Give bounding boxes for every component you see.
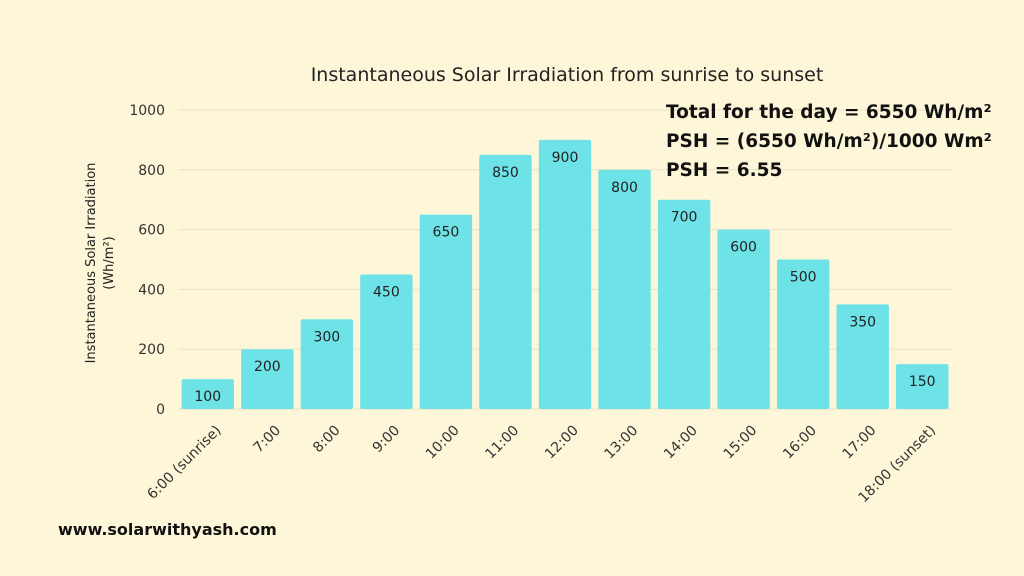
- bar-value-label: 150: [909, 374, 936, 390]
- bar: [776, 259, 830, 409]
- bar-value-label: 600: [730, 240, 757, 256]
- annotation-psh-formula-line: PSH = (6550 Wh/m²)/1000 Wm²: [666, 131, 992, 152]
- bar-value-label: 900: [552, 150, 579, 166]
- x-tick-label: 16:00: [780, 423, 820, 463]
- y-tick-label: 600: [138, 223, 165, 239]
- bar: [717, 229, 770, 409]
- y-axis-label-line-1: Instantaneous Solar Irradiation: [84, 163, 99, 364]
- x-tick-label: 11:00: [482, 423, 522, 463]
- x-tick-label: 9:00: [370, 423, 404, 457]
- bar-value-label: 850: [492, 165, 519, 181]
- bar-value-label: 350: [849, 314, 876, 330]
- y-tick-label: 400: [138, 282, 165, 298]
- x-tick-label: 6:00 (sunrise): [144, 423, 224, 503]
- bar: [181, 379, 234, 409]
- bar: [479, 154, 532, 409]
- y-tick-label: 200: [138, 342, 165, 358]
- x-tick-label: 7:00: [251, 423, 285, 457]
- y-tick-label: 1000: [129, 103, 165, 119]
- website-footer: www.solarwithyash.com: [58, 520, 277, 539]
- bar-value-label: 700: [671, 210, 698, 226]
- y-tick-label: 800: [138, 163, 165, 179]
- chart-title: Instantaneous Solar Irradiation from sun…: [311, 64, 824, 86]
- bar: [836, 304, 889, 409]
- annotation-total-line: Total for the day = 6550 Wh/m²: [666, 102, 992, 123]
- bar: [360, 274, 413, 409]
- bar-value-label: 100: [194, 389, 221, 405]
- bar-value-labels: 100 200 300 450 650 850 900 800 700 600 500 350 150: [194, 150, 935, 405]
- bar: [419, 214, 473, 409]
- bar: [657, 199, 711, 409]
- bar-value-label: 800: [611, 180, 638, 196]
- bar: [896, 364, 949, 409]
- x-tick-label: 14:00: [661, 423, 701, 463]
- bar: [598, 169, 651, 409]
- bar-value-label: 650: [433, 225, 460, 241]
- bar-value-label: 500: [790, 270, 817, 286]
- x-tick-label: 8:00: [310, 423, 344, 457]
- y-axis-label-line-2: (Wh/m²): [102, 236, 117, 290]
- bar: [538, 139, 592, 409]
- x-tick-label: 15:00: [721, 423, 761, 463]
- bar: [300, 319, 354, 409]
- x-tick-label: 12:00: [542, 423, 582, 463]
- y-axis-label: Instantaneous Solar Irradiation (Wh/m²): [84, 163, 117, 364]
- y-tick-label: 0: [156, 402, 165, 418]
- bar-value-label: 300: [313, 329, 340, 345]
- x-tick-label: 10:00: [423, 423, 463, 463]
- bar-value-label: 450: [373, 284, 400, 300]
- bar-value-label: 200: [254, 359, 281, 375]
- annotation-psh-value-line: PSH = 6.55: [666, 160, 783, 181]
- x-axis-ticks: 6:00 (sunrise) 7:00 8:00 9:00 10:00 11:00 12:0…: [144, 423, 939, 507]
- x-tick-label: 13:00: [602, 423, 642, 463]
- bars: [181, 139, 949, 409]
- y-axis-ticks: 0 200 400 600 800 1000: [129, 103, 165, 418]
- x-tick-label: 17:00: [840, 423, 880, 463]
- bar: [241, 349, 294, 409]
